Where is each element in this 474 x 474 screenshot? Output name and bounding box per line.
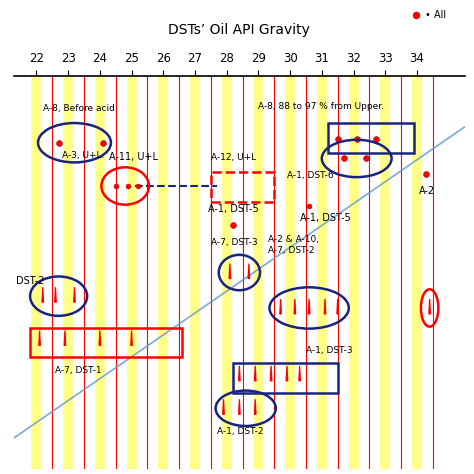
Polygon shape — [309, 299, 310, 314]
Text: A-1, DST-5: A-1, DST-5 — [208, 203, 258, 214]
Polygon shape — [337, 299, 338, 314]
Polygon shape — [39, 330, 40, 346]
Polygon shape — [42, 287, 44, 302]
Polygon shape — [131, 330, 132, 346]
Polygon shape — [429, 299, 430, 314]
Text: A-1, DST-6: A-1, DST-6 — [287, 171, 334, 180]
Polygon shape — [73, 287, 75, 302]
Text: A-7, DST-1: A-7, DST-1 — [55, 366, 102, 375]
Polygon shape — [229, 264, 231, 279]
Polygon shape — [223, 399, 224, 414]
Text: A-1, DST-5: A-1, DST-5 — [300, 213, 350, 223]
Polygon shape — [64, 330, 66, 346]
Text: A-3, U+L.: A-3, U+L. — [62, 152, 104, 161]
Polygon shape — [324, 299, 326, 314]
Polygon shape — [238, 399, 240, 414]
Bar — [233, 363, 337, 392]
Text: A-8, 88 to 97 % from Upper.: A-8, 88 to 97 % from Upper. — [258, 102, 384, 111]
Polygon shape — [55, 287, 56, 302]
Polygon shape — [299, 366, 301, 381]
Polygon shape — [255, 366, 256, 381]
Title: DSTs’ Oil API Gravity: DSTs’ Oil API Gravity — [168, 23, 310, 37]
Bar — [30, 328, 182, 357]
Polygon shape — [280, 299, 282, 314]
Text: DST-2: DST-2 — [16, 276, 44, 286]
Polygon shape — [286, 366, 288, 381]
Text: A-11, U+L: A-11, U+L — [109, 153, 158, 163]
Text: • All: • All — [425, 9, 446, 20]
Polygon shape — [255, 399, 256, 414]
Bar — [328, 123, 414, 153]
Polygon shape — [248, 264, 250, 279]
Text: A-7, DST-3: A-7, DST-3 — [211, 238, 257, 247]
Text: A-2: A-2 — [419, 186, 435, 196]
Polygon shape — [99, 330, 100, 346]
Polygon shape — [238, 366, 240, 381]
Text: A-1, DST-2: A-1, DST-2 — [217, 427, 264, 436]
Bar — [211, 172, 274, 202]
Text: A-12, U+L: A-12, U+L — [211, 154, 256, 163]
Text: A-2 & A-10,
A-7, DST-2: A-2 & A-10, A-7, DST-2 — [268, 235, 319, 255]
Text: A-1, DST-3: A-1, DST-3 — [306, 346, 353, 355]
Polygon shape — [294, 299, 296, 314]
Polygon shape — [270, 366, 272, 381]
Text: A-8, Before acid.: A-8, Before acid. — [43, 104, 118, 113]
